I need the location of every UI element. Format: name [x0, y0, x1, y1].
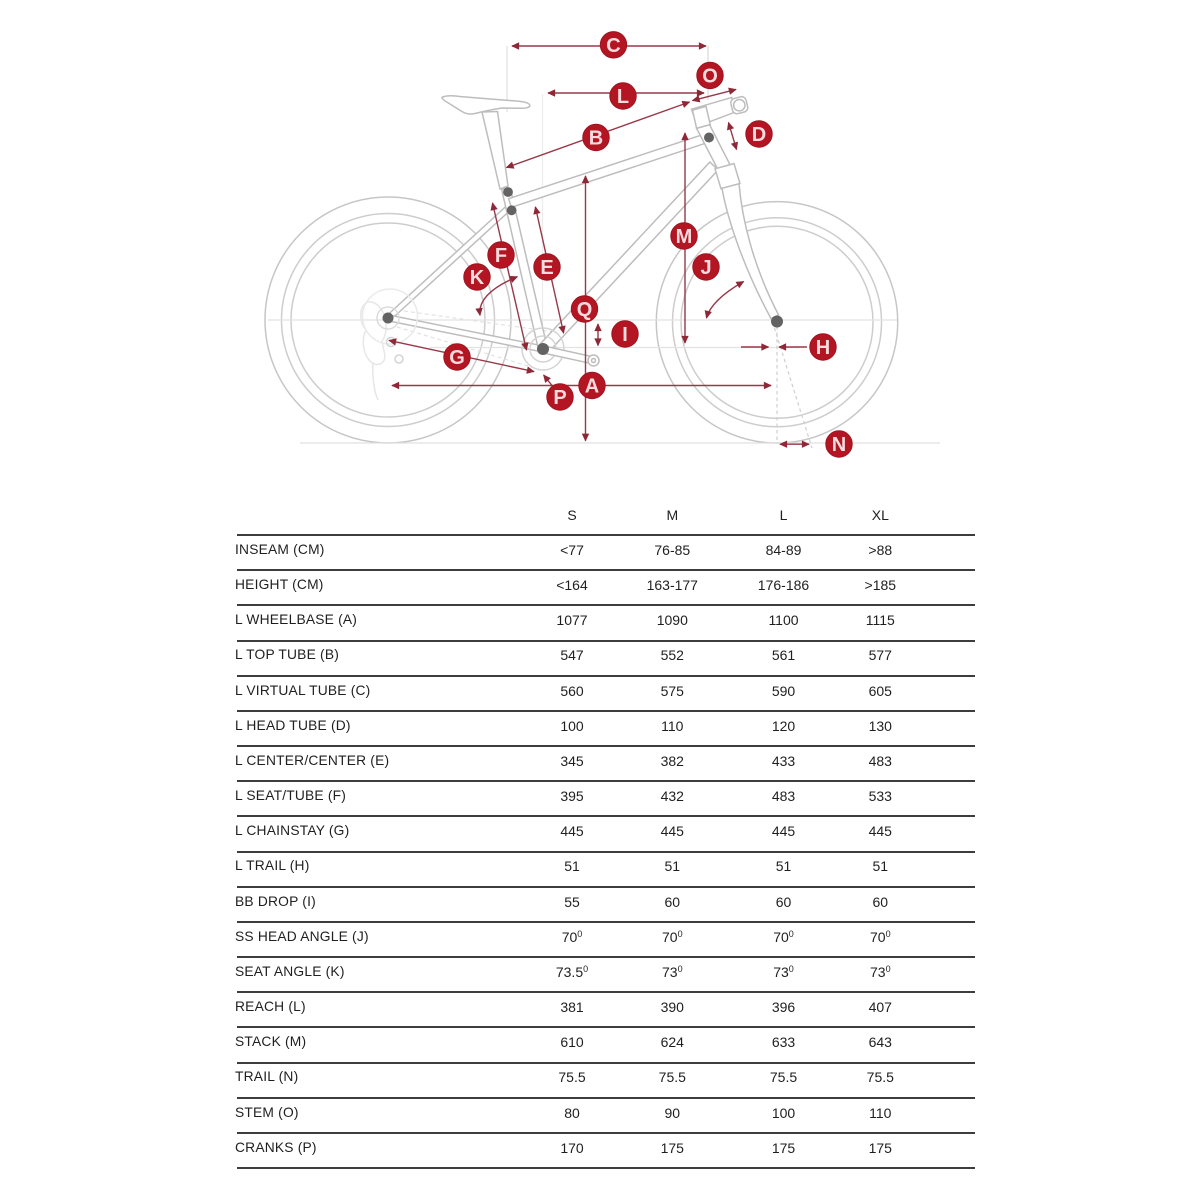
svg-text:K: K [470, 267, 485, 289]
svg-text:H: H [816, 337, 830, 359]
svg-text:Q: Q [577, 299, 593, 321]
svg-text:L: L [617, 86, 629, 108]
svg-text:D: D [752, 124, 766, 146]
svg-text:J: J [700, 257, 711, 279]
svg-text:N: N [832, 434, 846, 456]
svg-text:B: B [589, 128, 603, 150]
svg-text:G: G [449, 347, 465, 369]
svg-text:F: F [495, 245, 507, 267]
svg-text:O: O [702, 66, 718, 88]
svg-text:P: P [553, 387, 566, 409]
svg-text:C: C [606, 35, 620, 57]
svg-text:I: I [622, 324, 628, 346]
svg-text:E: E [540, 257, 553, 279]
svg-text:M: M [676, 226, 693, 248]
svg-text:A: A [585, 376, 599, 398]
